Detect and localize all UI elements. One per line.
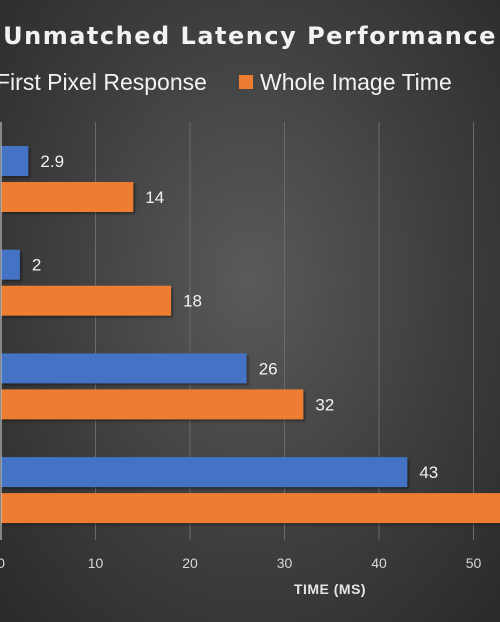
x-axis-title: TIME (MS): [294, 581, 366, 597]
bar-whole-image-time: [1, 389, 304, 420]
legend-label-whole-image: Whole Image Time: [260, 69, 452, 95]
x-axis-ticks: 0 10 20 30 40 50: [0, 555, 481, 571]
x-tick-label: 30: [277, 555, 293, 571]
data-label: 18: [183, 292, 202, 311]
bar-whole-image-time: [1, 493, 500, 524]
bar-first-pixel-response: [1, 249, 20, 280]
data-labels: 2.9 2 26 43 14 18 32: [32, 152, 438, 482]
legend-label-first-pixel: First Pixel Response: [0, 69, 207, 95]
data-label: 2.9: [40, 152, 64, 171]
data-label: 14: [145, 188, 164, 207]
bar-first-pixel-response: [1, 457, 408, 488]
data-label: 32: [315, 395, 334, 414]
x-tick-label: 0: [0, 555, 5, 571]
data-label: 43: [419, 463, 438, 482]
data-label: 2: [32, 256, 41, 275]
x-tick-label: 50: [466, 555, 482, 571]
chart-title: Unmatched Latency Performance: [3, 22, 497, 50]
x-tick-label: 20: [182, 555, 198, 571]
legend: First Pixel Response Whole Image Time: [0, 69, 452, 95]
bar-whole-image-time: [1, 285, 172, 316]
legend-swatch-whole-image: [239, 75, 253, 89]
bar-first-pixel-response: [1, 353, 247, 384]
bar-whole-image-time: [1, 182, 134, 212]
x-tick-label: 10: [88, 555, 104, 571]
x-tick-label: 40: [371, 555, 387, 571]
bars: [1, 146, 500, 524]
bar-first-pixel-response: [1, 146, 29, 176]
data-label: 26: [259, 359, 278, 378]
